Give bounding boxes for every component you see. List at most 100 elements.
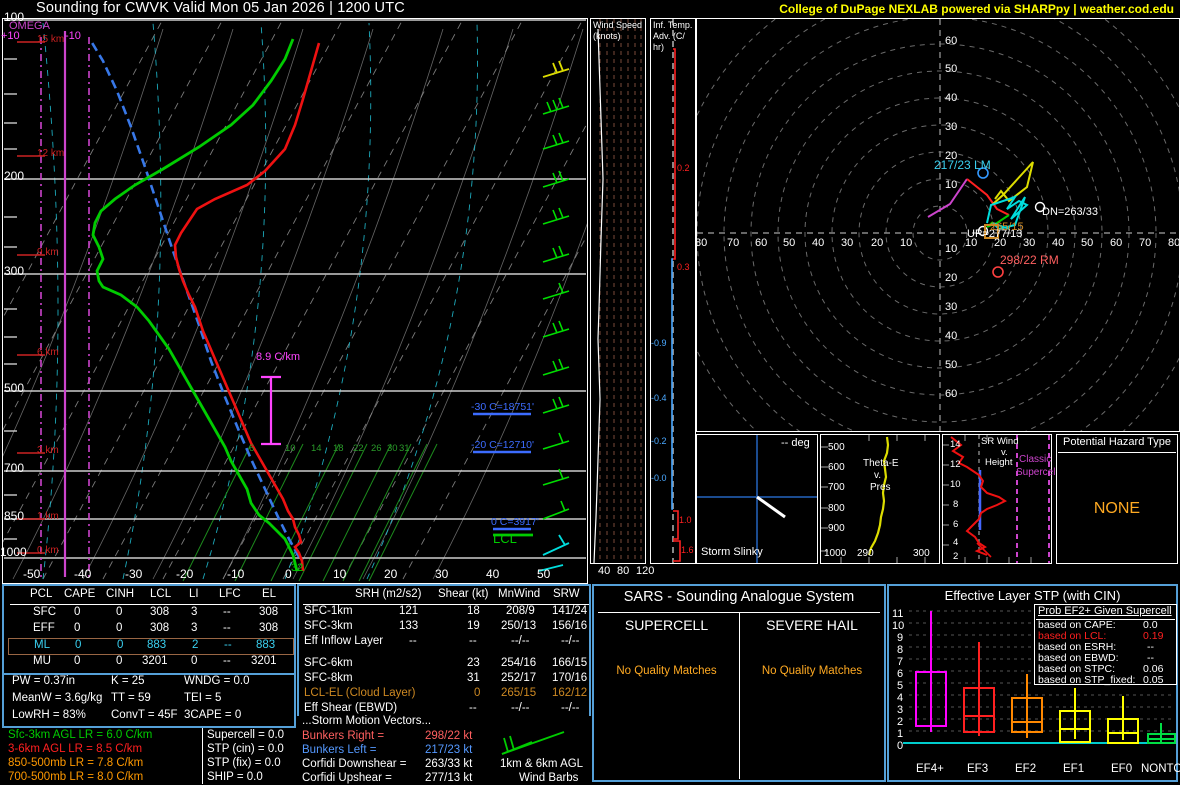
thermo-moisture-row: LowRH = 83% ConvT = 45F 3CAPE = 0 <box>8 709 294 727</box>
stp-xtick-ef3: EF3 <box>967 763 989 775</box>
srwind-panel[interactable]: SR Wind v. Height 14 12 10 8 6 4 2 Class… <box>942 434 1058 564</box>
hodograph-rm-label: 298/22 RM <box>1000 253 1059 267</box>
hodo-tick-y-60b: 60 <box>945 388 958 400</box>
temp-adv-value-4: -0.2 <box>651 436 667 446</box>
skewt-panel[interactable]: OMEGA +10 -10 15 km 12 km 9 km 6 km 3 km… <box>1 18 588 584</box>
thetae-title-2: v. <box>874 470 882 481</box>
kin-row-sfc1km[interactable]: SFC-1km 121 18 208/9 141/24 <box>299 605 593 621</box>
corfidi-upshear-label: Corfidi Upshear = <box>302 772 392 784</box>
thermo-header-li: LI <box>189 588 199 600</box>
hodograph-plot[interactable] <box>697 19 1179 431</box>
kin-cell-mnwind: 252/17 <box>501 672 537 684</box>
temp-adv-value-6: 1.0 <box>679 515 692 525</box>
wind-speed-panel[interactable]: Wind Speed (knots) <box>590 18 646 564</box>
thermo-header-lfc: LFC <box>219 588 241 600</box>
srwind-title-2: v. <box>1001 447 1008 458</box>
kin-row-sfc3km[interactable]: SFC-3km 133 19 250/13 156/16 <box>299 620 593 636</box>
mixing-ratio-label-6: 6 <box>249 443 255 454</box>
thermo-k: K = 25 <box>111 675 145 687</box>
thetae-panel[interactable]: Theta-E v. Pres 500 600 700 800 900 1000… <box>820 434 940 564</box>
thermo-cell-cinh: 0 <box>117 639 124 651</box>
kin-cell-srw: 162/12 <box>552 687 588 699</box>
kin-cell-mnwind: 254/16 <box>501 657 537 669</box>
thetae-title-3: Pres <box>870 482 891 493</box>
temp-tick-10: 10 <box>333 567 347 581</box>
wind-speed-tick-40: 40 <box>598 565 611 577</box>
stp-ytick-11: 11 <box>892 608 904 620</box>
srwind-title-3: Height <box>985 457 1013 468</box>
pressure-tick-500: 500 <box>4 381 25 395</box>
thetae-xtick-300: 300 <box>913 548 930 559</box>
kin-header-mnwind: MnWind <box>498 588 541 600</box>
mixing-ratio-label-14: 14 <box>311 443 322 454</box>
thermo-moisture-row: PW = 0.37in K = 25 WNDG = 0.0 <box>8 675 294 693</box>
thermo-cell-lcl: 3201 <box>142 655 168 667</box>
hodo-tick-y-50b: 50 <box>945 359 958 371</box>
hodograph-panel[interactable]: 217/23 LM 298/22 RM DN=263/33 UP=277/13 … <box>695 18 1180 432</box>
thermo-cell-cape: 0 <box>75 639 82 651</box>
hazard-panel[interactable]: Potential Hazard Type NONE <box>1056 434 1178 564</box>
hodograph-corfidi-dn-label: DN=263/33 <box>1042 206 1098 218</box>
kin-row-label: SFC-8km <box>304 672 353 684</box>
temp-tick-30: 30 <box>435 567 449 581</box>
kin-header-shear: Shear (kt) <box>438 588 489 600</box>
storm-motion-panel[interactable]: ...Storm Motion Vectors... Bunkers Right… <box>297 715 591 784</box>
thermo-cell-lcl: 883 <box>147 639 167 651</box>
kin-row-sfc8km[interactable]: SFC-8km 31 252/17 170/16 <box>299 672 593 688</box>
stp-ytick-1: 1 <box>897 728 904 740</box>
prob-value: -- <box>1147 652 1154 664</box>
prob-row-lcl: based on LCL: 0.19 <box>1035 631 1176 642</box>
wind-speed-tick-120: 120 <box>636 565 655 577</box>
stp-ytick-3: 3 <box>897 704 904 716</box>
kin-header-srw: SRW <box>553 588 580 600</box>
stp-panel[interactable]: Effective Layer STP (with CIN) <box>887 584 1180 782</box>
lcl-label: LCL <box>493 531 517 546</box>
thermo-row-sfc[interactable]: SFC 0 0 308 3 -- 308 <box>4 606 298 622</box>
bunkers-right-label: Bunkers Right = <box>302 730 385 742</box>
omega-minus-label: -10 <box>65 30 81 42</box>
kin-cell-mnwind: 265/15 <box>501 687 537 699</box>
stp-ytick-8: 8 <box>897 644 904 656</box>
temp-advection-panel[interactable]: Inf. Temp. Adv. (C/ hr) 0.2 0.3 -0.9 -0.… <box>650 18 696 564</box>
sars-panel[interactable]: SARS - Sounding Analogue System SUPERCEL… <box>592 584 886 782</box>
prob-ef2-box[interactable]: Prob EF2+ Given Supercell based on CAPE:… <box>1034 604 1177 685</box>
thermo-header-divider <box>10 604 292 605</box>
height-marker-12km: 12 km <box>37 148 65 159</box>
hodograph-cloud-mean-label: 265/15 <box>990 221 1024 233</box>
hodo-tick-y-20b: 20 <box>945 272 958 284</box>
prob-label: based on ESRH: <box>1038 641 1117 653</box>
hodo-tick-x-30r: 30 <box>1023 237 1036 249</box>
pressure-tick-300: 300 <box>4 264 25 278</box>
thermo-cell-cape: 0 <box>74 655 81 667</box>
kin-row-label: SFC-6km <box>304 657 353 669</box>
stp-xtick-ef4: EF4+ <box>916 763 944 775</box>
hazard-title: Potential Hazard Type <box>1062 436 1172 448</box>
thermo-cell-li: 3 <box>191 622 198 634</box>
wind-barb-preview <box>501 731 565 755</box>
kin-row-sfc6km[interactable]: SFC-6km 23 254/16 166/15 <box>299 657 593 673</box>
prob-label: based on STP_fixed: <box>1038 674 1136 686</box>
temp-tick-0: 0 <box>285 567 292 581</box>
skewt-plot[interactable] <box>3 19 587 583</box>
thermo-row-mu[interactable]: MU 0 0 3201 0 -- 3201 <box>4 655 298 671</box>
thermo-cell-el: 883 <box>256 639 276 651</box>
thermo-row-ml[interactable]: ML 0 0 883 2 -- 883 <box>8 638 294 655</box>
kin-cell-shear: -- <box>469 702 477 714</box>
lapse-composite-divider <box>202 728 203 784</box>
kin-row-eff-inflow[interactable]: Eff Inflow Layer -- -- --/-- --/-- <box>299 635 593 651</box>
thermo-row-eff[interactable]: EFF 0 0 308 3 -- 308 <box>4 622 298 638</box>
kin-cell-srw: --/-- <box>561 702 580 714</box>
storm-slinky-panel[interactable]: -- deg Storm Slinky <box>696 434 818 564</box>
kin-row-eff-shear[interactable]: Eff Shear (EBWD) -- --/-- --/-- <box>299 702 593 718</box>
temp-adv-value-3: -0.4 <box>651 393 667 403</box>
lapse-rate-panel[interactable]: Sfc-3km AGL LR = 6.0 C/km 3-6km AGL LR =… <box>2 726 296 784</box>
hodo-tick-x-70l: 70 <box>727 237 740 249</box>
height-marker-15km: 15 km <box>37 34 65 45</box>
prob-row-stpc: based on STPC: 0.06 <box>1035 664 1176 675</box>
kin-row-cloud-layer[interactable]: LCL-EL (Cloud Layer) 0 265/15 162/12 <box>299 687 593 703</box>
hodo-tick-x-80l: 80 <box>695 237 708 249</box>
srwind-ytick-10: 10 <box>950 479 961 490</box>
kin-cell-mnwind: --/-- <box>511 635 530 647</box>
page-title: Sounding for CWVK Valid Mon 05 Jan 2026 … <box>36 0 405 16</box>
srwind-ytick-12: 12 <box>950 459 961 470</box>
